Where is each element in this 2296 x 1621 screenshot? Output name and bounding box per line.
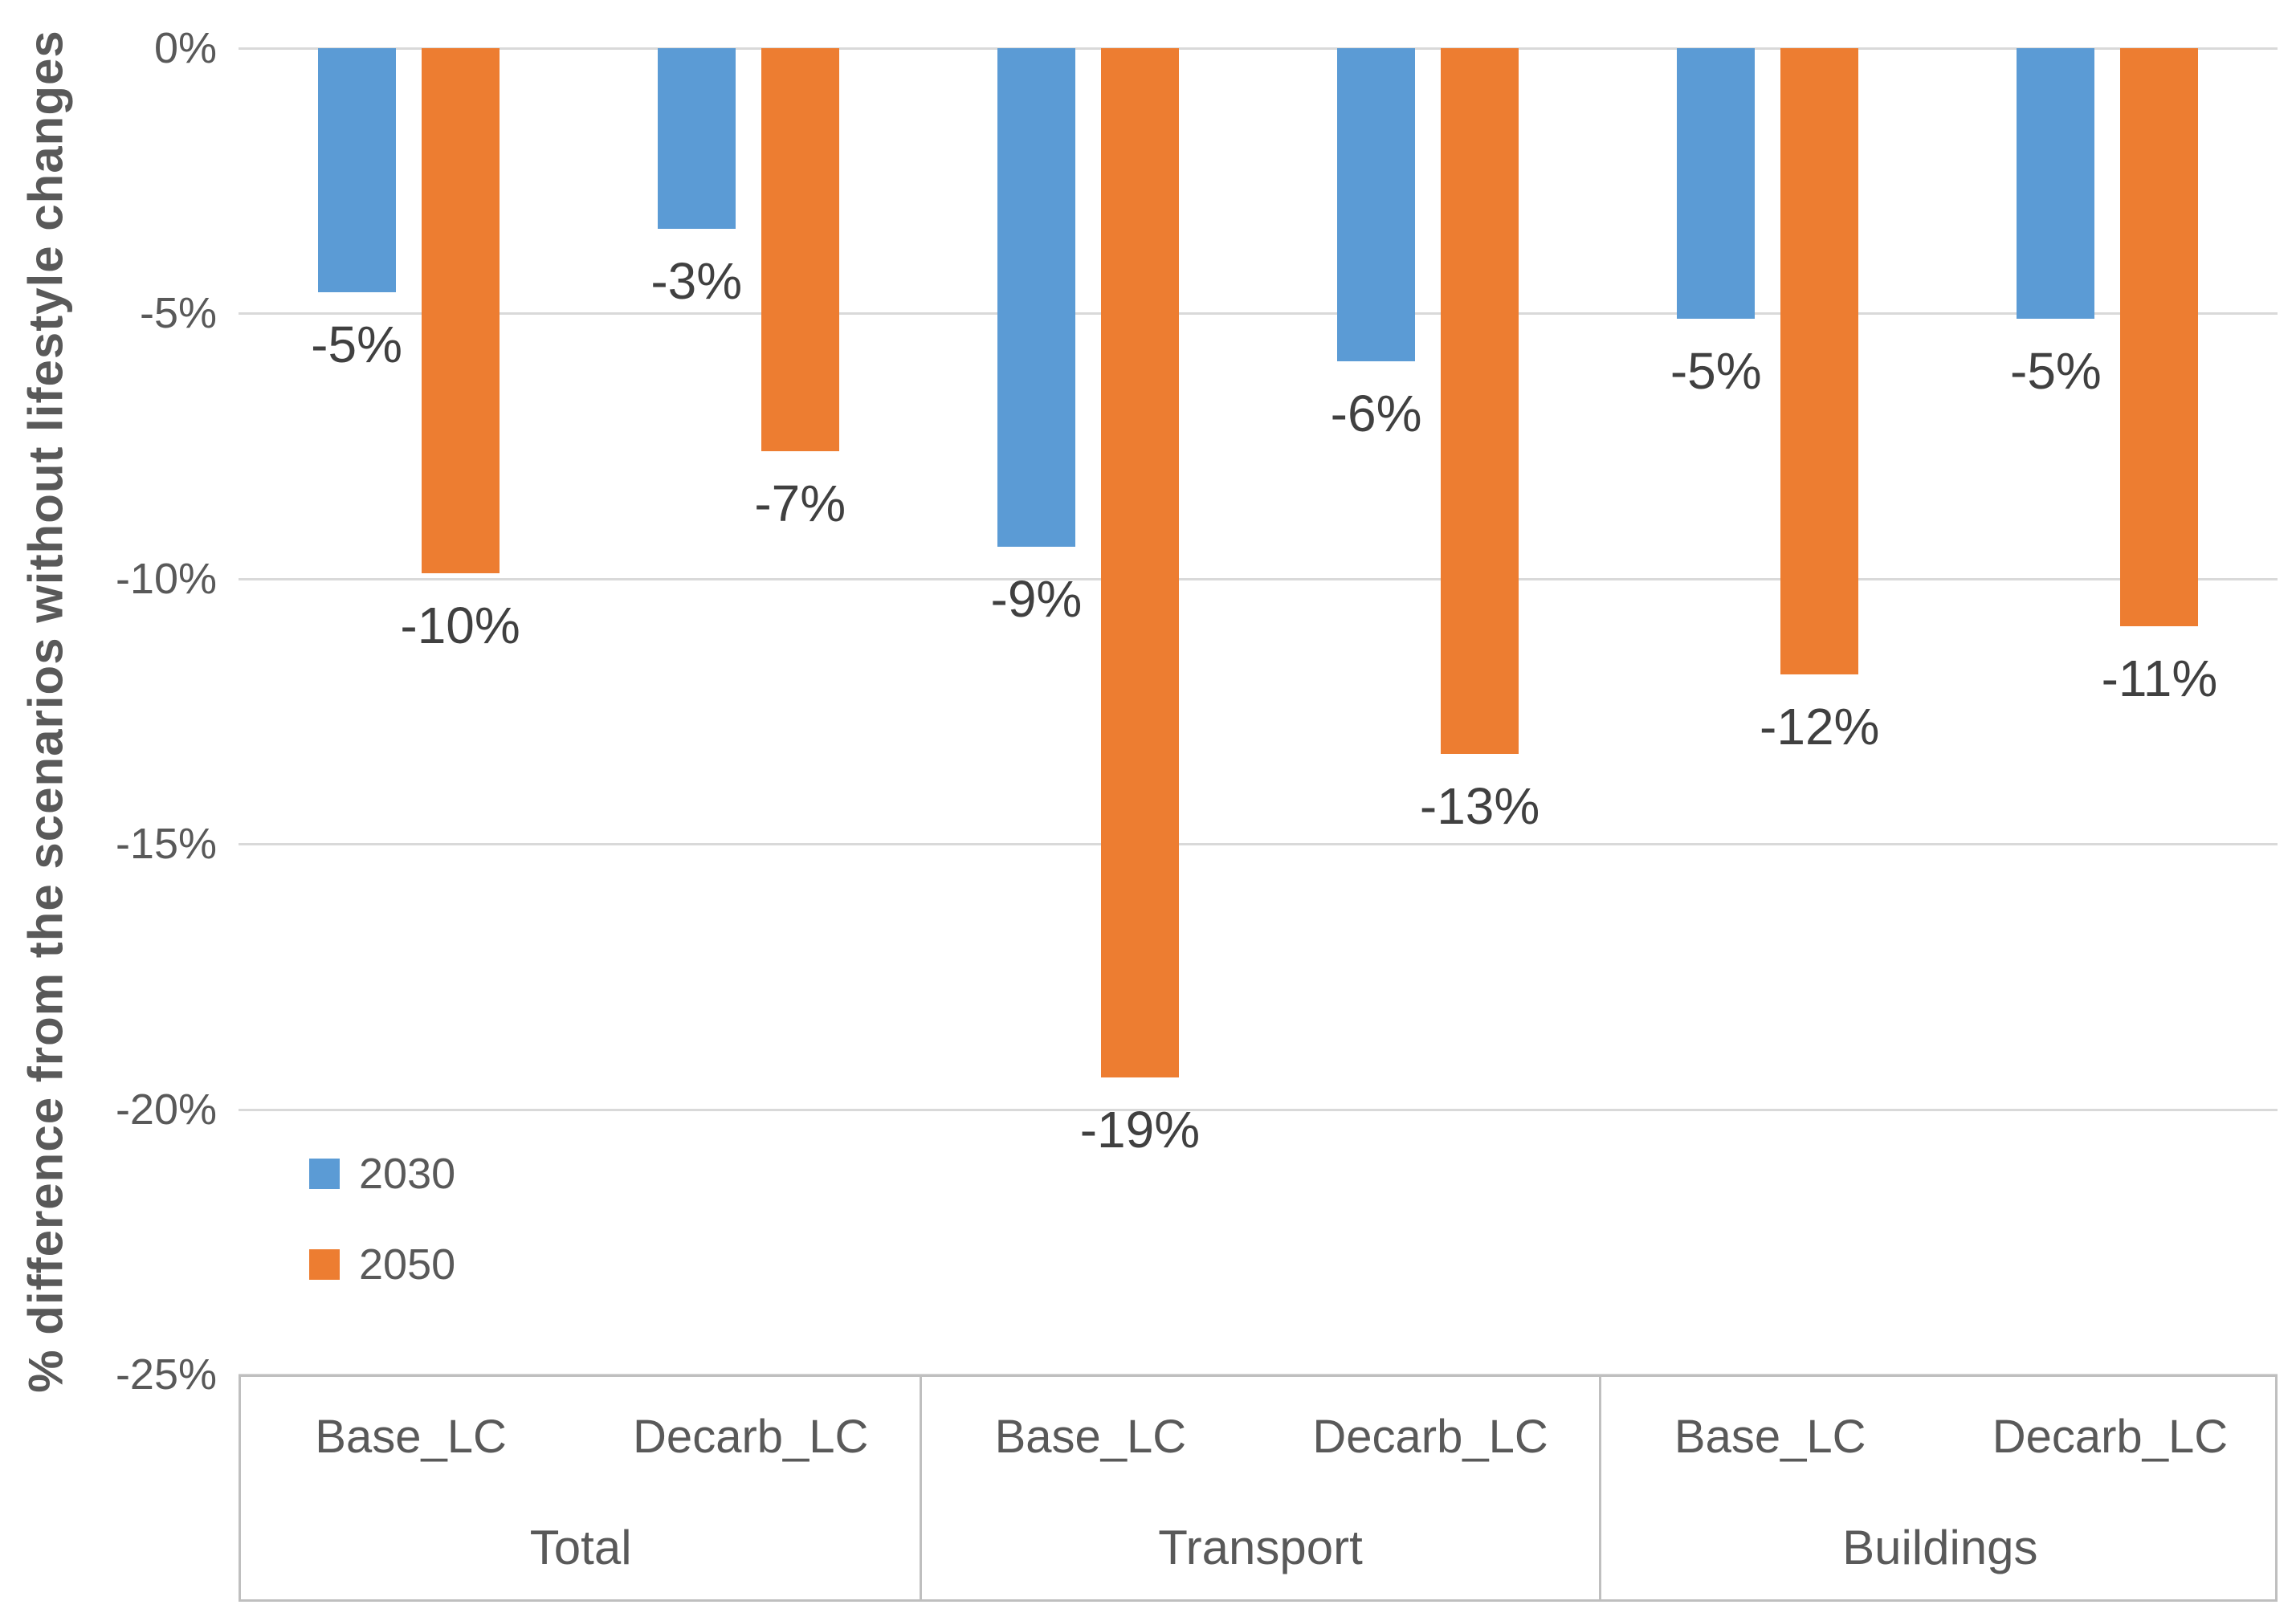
gridline--10-: [239, 577, 2278, 580]
data-label-2030-transport-base-lc: -9%: [990, 570, 1083, 629]
legend-swatch-2050: [309, 1249, 340, 1280]
y-tick-label-0-: 0%: [153, 24, 217, 72]
group-divider-buildings: [1599, 1377, 1602, 1599]
data-label-2030-total-base-lc: -5%: [311, 315, 402, 373]
legend-label-2030: 2030: [359, 1150, 456, 1198]
bar-2030-total-decarb-lc: [657, 48, 736, 229]
bar-2030-buildings-base-lc: [1677, 48, 1756, 319]
data-label-2030-transport-decarb-lc: -6%: [1330, 384, 1422, 442]
y-tick-label--10-: -10%: [115, 554, 217, 603]
category-label-transport-decarb-lc: Decarb_LC: [1312, 1410, 1548, 1463]
category-label-buildings-base-lc: Base_LC: [1674, 1410, 1866, 1463]
bar-2050-buildings-decarb-lc: [2120, 48, 2199, 627]
group-divider-transport: [919, 1377, 922, 1599]
data-label-2050-transport-base-lc: -19%: [1079, 1100, 1201, 1159]
bar-2030-transport-decarb-lc: [1337, 48, 1416, 361]
data-label-2050-total-base-lc: -10%: [400, 597, 520, 655]
y-tick-label--20-: -20%: [115, 1085, 217, 1134]
data-label-2030-buildings-base-lc: -5%: [1670, 342, 1762, 400]
data-label-2050-buildings-decarb-lc: -11%: [2101, 650, 2218, 708]
bar-2030-total-base-lc: [317, 48, 396, 292]
y-tick-label--25-: -25%: [115, 1350, 217, 1399]
group-label-transport: Transport: [1158, 1521, 1363, 1574]
legend-swatch-2030: [309, 1159, 340, 1189]
y-tick-label--15-: -15%: [115, 820, 217, 869]
group-label-total: Total: [529, 1521, 632, 1574]
y-tick-label--5-: -5%: [139, 289, 217, 338]
data-label-2050-buildings-base-lc: -12%: [1760, 697, 1880, 756]
bar-2030-transport-base-lc: [997, 48, 1075, 548]
group-label-buildings: Buildings: [1842, 1521, 2038, 1574]
data-label-2050-transport-decarb-lc: -13%: [1419, 776, 1540, 835]
data-label-2030-buildings-decarb-lc: -5%: [2010, 342, 2102, 400]
category-label-total-base-lc: Base_LC: [315, 1410, 507, 1463]
bar-2050-total-decarb-lc: [761, 48, 839, 452]
plot-area: -5% -3% -9% -6% -5% -5% -10% -7% -19% -13% -12% -11…: [239, 47, 2278, 1376]
data-label-2030-total-decarb-lc: -3%: [650, 251, 743, 310]
category-label-buildings-decarb-lc: Decarb_LC: [1992, 1410, 2229, 1463]
gridline--5-: [239, 312, 2278, 316]
category-label-transport-base-lc: Base_LC: [994, 1410, 1187, 1463]
gridline-0-: [239, 47, 2278, 50]
legend-label-2050: 2050: [359, 1240, 456, 1289]
category-axis-table: Base_LC Decarb_LC Total Base_LC Decarb_LC Tra…: [239, 1375, 2278, 1602]
gridline--20-: [239, 1108, 2278, 1111]
bar-2050-buildings-base-lc: [1780, 48, 1859, 674]
category-label-total-decarb-lc: Decarb_LC: [633, 1410, 869, 1463]
bar-2050-transport-base-lc: [1100, 48, 1179, 1077]
gridline--15-: [239, 843, 2278, 846]
y-axis-title: % difference from the scenarios without …: [18, 30, 73, 1393]
bar-2030-buildings-decarb-lc: [2017, 48, 2095, 319]
data-label-2050-total-decarb-lc: -7%: [754, 474, 846, 533]
bar-2050-total-base-lc: [421, 48, 500, 574]
bar-2050-transport-decarb-lc: [1441, 48, 1519, 754]
